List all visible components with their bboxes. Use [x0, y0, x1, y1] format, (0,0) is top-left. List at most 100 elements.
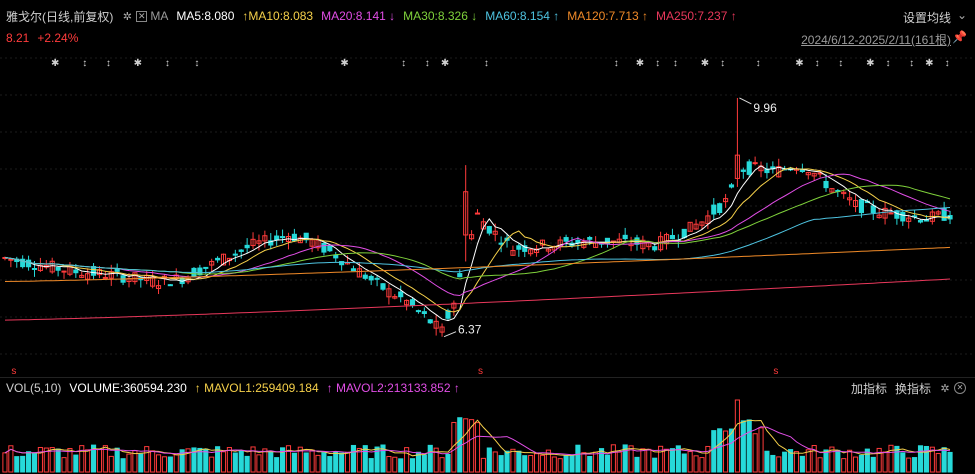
volume-bar [593, 451, 599, 473]
date-range: 2024/6/12-2025/2/11(161根) [801, 33, 951, 47]
volume-bar [226, 447, 232, 473]
volume-bar [752, 433, 758, 473]
candle-body [197, 267, 203, 276]
volume-bar [545, 449, 551, 473]
mavol10-line [4, 426, 951, 456]
candle-body [870, 205, 876, 214]
volume-bar [232, 452, 238, 473]
candle-body [699, 221, 705, 226]
volume-bar [280, 447, 286, 473]
candles [2, 97, 953, 337]
volume-bar [598, 448, 605, 473]
candle-body [85, 273, 91, 280]
volume-bar [433, 447, 439, 473]
candle-body [155, 285, 162, 289]
volume-bar [870, 456, 876, 473]
volume-bar [776, 456, 782, 473]
candle-body [49, 260, 55, 273]
candle-body [73, 269, 79, 274]
candle-body [8, 258, 14, 261]
volume-bar [49, 447, 55, 473]
volume-bar [102, 445, 108, 473]
event-marker-icon: ↕ [838, 58, 843, 69]
candle-body [55, 267, 61, 271]
candle-body [20, 258, 26, 268]
candle-body [900, 212, 906, 222]
volume-bar [640, 448, 646, 473]
volume-legend-row: VOL(5,10) VOLUME:360594.230 ↑ MAVOL1:259… [6, 379, 975, 397]
candle-body [752, 162, 758, 165]
switch-indicator-button[interactable]: 换指标 [894, 381, 931, 396]
volume-bar [445, 453, 451, 473]
candle-body [740, 169, 746, 172]
volume-bar [339, 452, 345, 473]
volume-bar [764, 450, 770, 473]
candle-body [386, 288, 392, 298]
volume-bar [563, 455, 569, 473]
volume-bar [876, 447, 882, 473]
gear-icon[interactable]: ✲ [940, 382, 950, 395]
candle-body [457, 273, 463, 278]
volume-bar [847, 449, 853, 473]
gear-icon[interactable]: ✲ [122, 10, 132, 23]
volume-bar [31, 452, 38, 473]
candle-body [717, 203, 723, 213]
signal-marker-icon: s [478, 366, 483, 377]
volume-bar [327, 456, 333, 473]
volume-bar [2, 452, 8, 473]
volume-bar [37, 446, 43, 473]
volume-bar [297, 446, 303, 473]
event-marker-icon: ↕ [720, 58, 725, 69]
volume-bar [858, 454, 865, 473]
candle-body [528, 249, 534, 255]
volume-bar [669, 448, 675, 473]
candle-body [652, 246, 658, 251]
close-icon[interactable]: ✕ [136, 10, 148, 22]
volume-bar [144, 446, 150, 473]
volume-bar [522, 455, 528, 473]
candle-body [339, 261, 345, 266]
volume-bar [67, 448, 73, 473]
candle-body [415, 310, 421, 313]
pin-icon[interactable]: 📌 [952, 30, 967, 44]
volume-bar [723, 430, 729, 473]
candle-body [723, 198, 729, 203]
volume-bar [699, 457, 705, 473]
volume-bar [362, 445, 368, 473]
candle-body [167, 284, 173, 287]
volume-bar [575, 444, 581, 473]
volume-tools: 加指标 换指标 ✲ ✕ [851, 379, 969, 397]
volume-bar [882, 451, 888, 473]
volume-bar [120, 458, 126, 473]
event-marker-icon: ✱ [795, 58, 803, 69]
close-icon[interactable]: ✕ [954, 382, 966, 394]
volume-bar [368, 458, 374, 473]
volume-bar [746, 419, 752, 473]
volume-bar [404, 447, 410, 473]
settings-ma-button[interactable]: 设置均线 [902, 11, 951, 25]
volume-bar [787, 449, 794, 473]
add-indicator-button[interactable]: 加指标 [850, 381, 887, 396]
candle-body [232, 253, 238, 256]
candle-body [841, 191, 847, 195]
volume-bar [658, 445, 664, 473]
event-marker-icon: ✱ [866, 58, 874, 69]
chevron-down-icon[interactable]: ⌄ [956, 8, 967, 22]
volume-bar [179, 449, 185, 473]
candle-body [327, 245, 333, 252]
candle-body [427, 319, 433, 324]
volume-bar [539, 454, 546, 473]
volume-bar [906, 457, 912, 473]
volume-bar [486, 447, 492, 473]
candle-body [433, 320, 439, 329]
volume-bar [350, 444, 357, 473]
candle-body [132, 272, 138, 283]
volume-bar [421, 454, 427, 473]
candle-body [534, 248, 540, 254]
candle-body [250, 238, 256, 247]
volume-bar [73, 454, 79, 473]
signal-marker-icon: s [11, 366, 16, 377]
volume-bar [604, 454, 611, 473]
candle-body [941, 207, 947, 221]
volume-bar [717, 428, 723, 473]
